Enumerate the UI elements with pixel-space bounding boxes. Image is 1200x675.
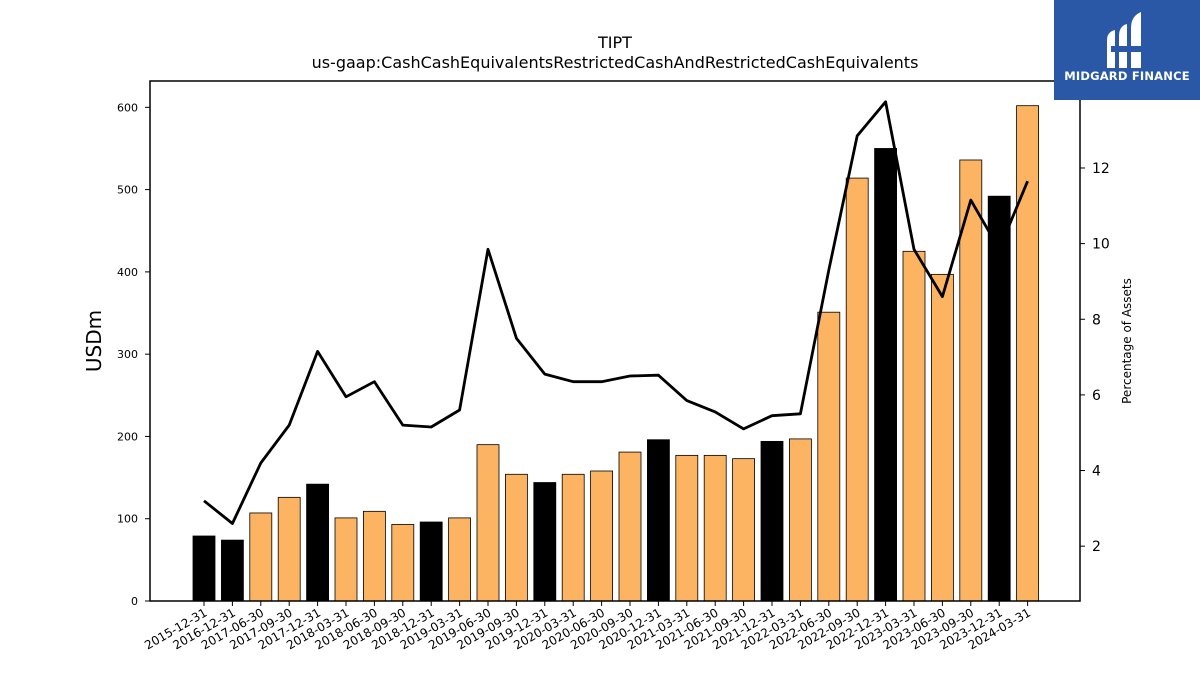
bar-2023-12-31 xyxy=(987,195,1011,602)
x-axis: 2015-12-312016-12-312017-06-302017-09-30… xyxy=(142,601,1033,652)
chart-title: TIPT xyxy=(597,33,632,52)
y2-tick-label: 12 xyxy=(1092,161,1110,177)
bar-2020-12-31 xyxy=(647,439,670,602)
y2-tick-label: 2 xyxy=(1092,539,1101,555)
midgard-logo-icon xyxy=(1107,12,1143,68)
logo-text: MIDGARD FINANCE xyxy=(1064,69,1190,83)
bar-2020-03-31 xyxy=(561,473,585,602)
y-axis-left: 0 100 200 300 400 500 600 xyxy=(117,101,150,608)
brand-logo: MIDGARD FINANCE xyxy=(1054,0,1200,100)
bar-2022-06-30 xyxy=(817,311,841,602)
y-tick-label: 100 xyxy=(117,513,138,526)
bar-2017-12-31 xyxy=(306,483,330,602)
y-tick-label: 0 xyxy=(131,595,138,608)
bar-2016-12-31 xyxy=(220,539,244,602)
bar-2021-03-31 xyxy=(675,454,699,602)
bar-2015-12-31 xyxy=(192,535,216,602)
bar-2017-06-30 xyxy=(249,512,273,602)
bar-2020-09-30 xyxy=(618,451,642,602)
y-tick-label: 300 xyxy=(117,348,138,361)
bar-2018-03-31 xyxy=(334,517,358,602)
bar-2021-12-31 xyxy=(760,440,784,602)
bar-2022-09-30 xyxy=(845,177,869,602)
bar-2021-06-30 xyxy=(703,454,727,602)
y2-tick-label: 10 xyxy=(1092,237,1110,253)
bar-2021-09-30 xyxy=(732,458,755,602)
y-axis-label: USDm xyxy=(82,310,106,372)
y-tick-label: 600 xyxy=(117,101,138,114)
bar-2018-06-30 xyxy=(362,510,386,602)
y-tick-label: 200 xyxy=(117,430,138,443)
y2-tick-label: 4 xyxy=(1092,464,1101,480)
line-layer xyxy=(203,100,1029,525)
bar-2022-12-31 xyxy=(874,148,897,602)
bar-2022-03-31 xyxy=(789,438,812,602)
bar-2019-09-30 xyxy=(504,473,528,602)
bars-group xyxy=(192,105,1039,602)
bar-2023-06-30 xyxy=(931,273,954,602)
y-axis-right: 2 4 6 8 10 12 xyxy=(1080,161,1110,555)
bar-2019-06-30 xyxy=(476,444,500,602)
y2-tick-label: 6 xyxy=(1092,388,1101,404)
bar-2018-12-31 xyxy=(419,521,443,602)
bar-2023-03-31 xyxy=(902,250,926,602)
y2-axis-label: Percentage of Assets xyxy=(1120,278,1134,404)
plot-frame xyxy=(149,80,1081,602)
y-tick-label: 400 xyxy=(117,266,138,279)
bar-2024-03-31 xyxy=(1016,105,1039,602)
bar-2019-03-31 xyxy=(448,517,472,602)
bar-2019-12-31 xyxy=(533,482,557,602)
bar-2018-09-30 xyxy=(391,524,415,602)
bar-2020-06-30 xyxy=(590,470,613,602)
chart-subtitle: us-gaap:CashCashEquivalentsRestrictedCas… xyxy=(312,53,919,72)
y2-tick-label: 8 xyxy=(1092,312,1101,328)
percentage-line xyxy=(203,100,1029,525)
y-tick-label: 500 xyxy=(117,184,138,197)
bar-2017-09-30 xyxy=(277,496,301,602)
